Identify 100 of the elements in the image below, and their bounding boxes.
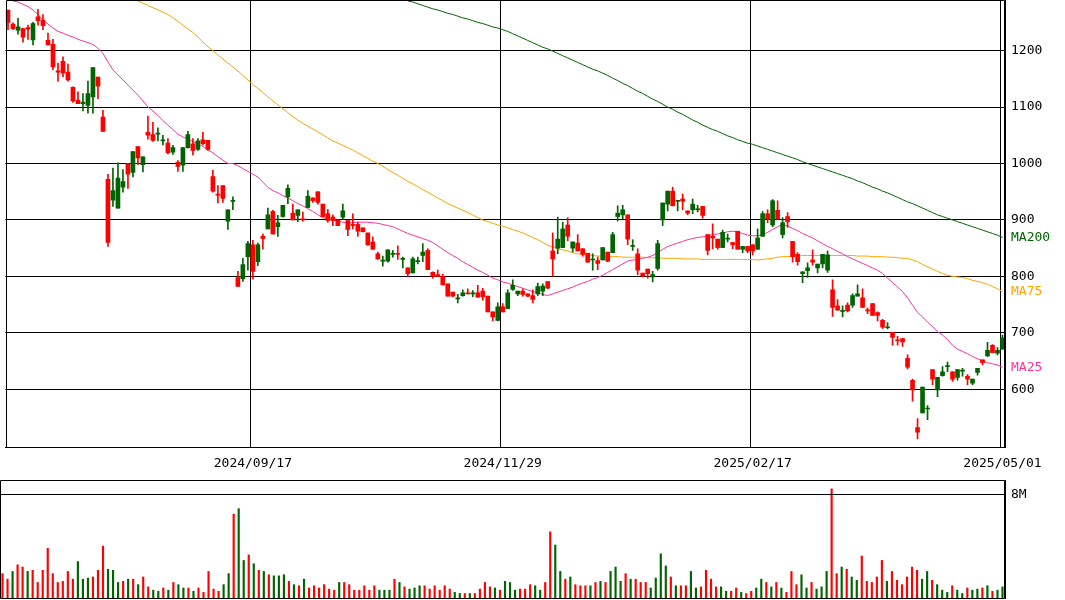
- candlestick: [550, 232, 556, 277]
- bar: [297, 585, 301, 599]
- bar: [247, 554, 250, 599]
- bar: [51, 573, 54, 599]
- bar: [659, 553, 662, 599]
- bar: [810, 582, 813, 599]
- bar: [46, 547, 49, 599]
- bar: [815, 588, 818, 599]
- bar: [232, 513, 235, 599]
- bar: [996, 589, 999, 599]
- bar: [795, 584, 798, 599]
- bar: [312, 585, 316, 599]
- series-label: MA75: [1011, 282, 1043, 298]
- candlestick: [350, 213, 356, 230]
- bar: [373, 585, 376, 599]
- candlestick: [555, 216, 561, 255]
- bar: [207, 571, 210, 599]
- bar: [825, 571, 828, 599]
- bar: [433, 585, 436, 599]
- candlestick: [145, 115, 151, 140]
- candlestick: [395, 245, 401, 260]
- bar: [624, 573, 627, 599]
- candlestick: [160, 134, 166, 146]
- bar: [403, 586, 406, 599]
- bar: [554, 544, 557, 599]
- y-tick-label: 600: [1011, 380, 1035, 396]
- bar: [991, 590, 994, 599]
- bar: [584, 585, 587, 599]
- y-tick-label: 1100: [1011, 98, 1043, 114]
- bar: [262, 571, 265, 599]
- bar: [594, 582, 597, 599]
- x-tick-label: 2024/11/29: [463, 454, 542, 470]
- bar: [101, 545, 105, 599]
- bar: [418, 585, 421, 599]
- bar: [880, 560, 883, 599]
- bar: [398, 582, 401, 599]
- y-tick-label: 1000: [1011, 154, 1043, 170]
- y-tick-label: 700: [1011, 324, 1035, 340]
- candlestick: [630, 239, 636, 251]
- bar: [599, 581, 602, 599]
- bar: [689, 571, 693, 599]
- x-tick-label: 2025/05/01: [963, 454, 1042, 470]
- bar: [282, 574, 285, 599]
- candlestick: [275, 215, 281, 237]
- bar: [830, 488, 833, 599]
- bar: [604, 582, 607, 599]
- bar: [679, 585, 682, 599]
- bar: [835, 573, 838, 599]
- bar: [443, 585, 446, 599]
- bar: [423, 585, 426, 599]
- candlestick: [420, 243, 426, 263]
- bar: [549, 531, 552, 599]
- bar: [363, 585, 366, 599]
- bar: [589, 585, 592, 599]
- bar: [534, 585, 537, 599]
- bar: [684, 585, 687, 599]
- bar: [413, 587, 416, 599]
- bar: [242, 560, 245, 599]
- bar: [579, 585, 582, 599]
- bar: [212, 588, 215, 599]
- bar: [986, 585, 989, 599]
- bar: [6, 578, 9, 599]
- candlestick: [400, 256, 406, 269]
- bar: [11, 571, 14, 599]
- y-tick-label: 1200: [1011, 41, 1043, 57]
- y-tick-label: 900: [1011, 211, 1035, 227]
- bar: [202, 592, 205, 599]
- bar: [393, 578, 396, 599]
- bar: [66, 571, 69, 599]
- bar: [197, 587, 200, 599]
- bar: [1001, 586, 1004, 599]
- bar: [790, 571, 793, 599]
- candlestick: [615, 205, 621, 222]
- bar: [559, 571, 562, 599]
- bar: [609, 571, 612, 599]
- bar: [237, 508, 240, 599]
- bar: [76, 561, 79, 599]
- bar: [192, 590, 195, 599]
- bar: [388, 589, 391, 599]
- bar: [951, 585, 954, 599]
- bar: [252, 563, 255, 599]
- bar: [805, 587, 808, 599]
- bar: [926, 571, 929, 599]
- candlestick: [230, 196, 236, 211]
- y-tick-label: 800: [1011, 267, 1035, 283]
- x-tick-label: 2025/02/17: [713, 454, 792, 470]
- bar: [614, 566, 617, 599]
- bar: [674, 585, 677, 599]
- series-label: MA200: [1011, 228, 1051, 244]
- bar: [890, 571, 894, 599]
- candlestick: [470, 290, 476, 298]
- bar: [800, 574, 803, 599]
- x-tick-label: 2024/09/17: [213, 454, 293, 470]
- bar: [187, 587, 190, 599]
- bar: [26, 571, 29, 599]
- series-label: MA25: [1011, 358, 1043, 374]
- bar: [1, 573, 4, 599]
- bar: [408, 588, 411, 599]
- bar: [227, 573, 230, 599]
- ref-line-label: 8M: [1011, 485, 1027, 501]
